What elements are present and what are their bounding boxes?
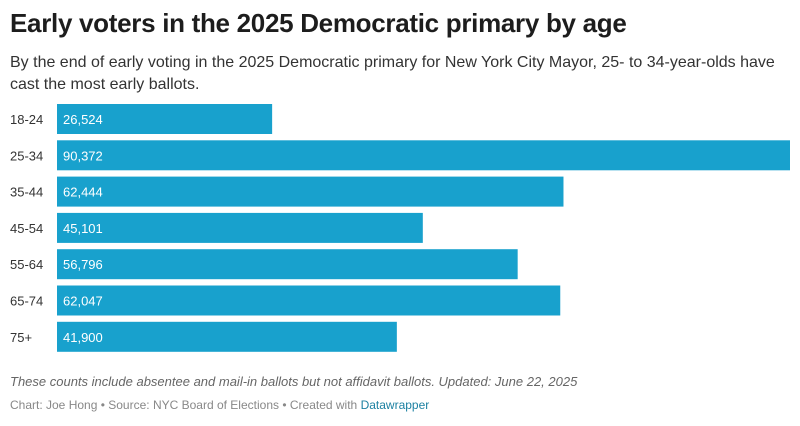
chart-credit: Chart: Joe Hong • Source: NYC Board of E… <box>10 398 790 412</box>
category-label-25-34: 25-34 <box>10 148 43 163</box>
bar-chart: 18-24 26,524 25-34 90,372 35-44 62,444 45-54 45… <box>10 104 790 352</box>
value-label-18-24: 26,524 <box>63 112 103 127</box>
chart-title: Early voters in the 2025 Democratic prim… <box>10 8 627 38</box>
datawrapper-link[interactable]: Datawrapper <box>360 398 430 412</box>
chart-note: These counts include absentee and mail-i… <box>10 374 578 389</box>
bar-45-54 <box>57 212 423 243</box>
category-label-65-74: 65-74 <box>10 294 43 309</box>
value-label-35-44: 62,444 <box>63 185 103 200</box>
category-label-35-44: 35-44 <box>10 185 43 200</box>
value-label-55-64: 56,796 <box>63 257 103 272</box>
value-label-75+: 41,900 <box>63 330 103 345</box>
bar-18-24 <box>57 104 273 134</box>
value-label-25-34: 90,372 <box>63 148 103 163</box>
value-label-65-74: 62,047 <box>63 294 103 309</box>
bar-25-34 <box>57 140 790 171</box>
bar-35-44 <box>57 176 564 207</box>
category-label-75+: 75+ <box>10 330 32 345</box>
value-label-45-54: 45,101 <box>63 221 103 236</box>
category-label-55-64: 55-64 <box>10 257 43 272</box>
bar-55-64 <box>57 249 518 280</box>
category-label-18-24: 18-24 <box>10 112 43 127</box>
chart-subtitle: By the end of early voting in the 2025 D… <box>10 54 775 93</box>
bar-65-74 <box>57 285 561 316</box>
bar-75+ <box>57 321 397 352</box>
credit-text: Chart: Joe Hong • Source: NYC Board of E… <box>10 398 361 412</box>
category-label-45-54: 45-54 <box>10 221 43 236</box>
